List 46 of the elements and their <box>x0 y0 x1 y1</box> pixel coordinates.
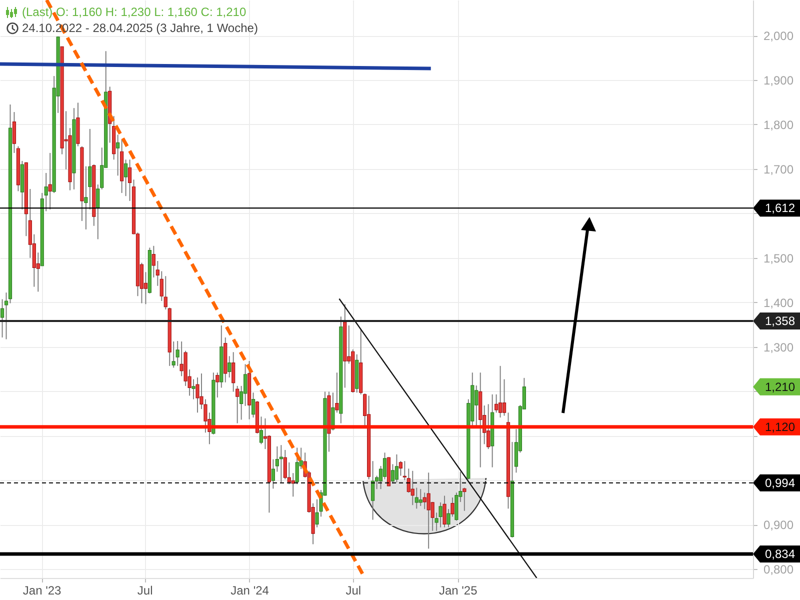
x-tick-label: Jan '25 <box>438 584 478 598</box>
ref-line-label: 1,120 <box>764 420 796 434</box>
text: 1,210 <box>764 380 796 394</box>
candlestick <box>474 384 478 426</box>
x-tick-label: Jan '23 <box>22 584 62 598</box>
chart-title: (Last) O: 1,160 H: 1,230 L: 1,160 C: 1,210 <box>22 5 246 19</box>
candlestick <box>426 472 430 550</box>
candlestick <box>422 492 426 510</box>
ref-line-label: 1,358 <box>764 314 796 328</box>
candlestick <box>398 460 402 476</box>
y-tick-label: 2,000 <box>764 29 794 44</box>
candlestick <box>283 449 287 480</box>
candlestick <box>196 376 200 414</box>
candlestick <box>394 454 399 483</box>
candlestick <box>116 134 120 176</box>
candlestick <box>418 488 422 506</box>
candlestick <box>0 298 4 338</box>
candlestick <box>414 487 418 510</box>
y-tick-label: 1,900 <box>764 74 794 88</box>
candlestick <box>12 112 16 154</box>
y-tick-label: 0,800 <box>764 562 794 577</box>
candlestick <box>48 152 52 210</box>
candlestick <box>498 365 502 418</box>
y-tick-label: 1,800 <box>764 118 794 132</box>
candlestick <box>228 356 232 378</box>
candlestick <box>164 276 168 310</box>
x-tick-label: Jan '24 <box>230 584 270 598</box>
candlestick <box>410 470 414 506</box>
y-tick-label: 1,700 <box>764 162 794 176</box>
candlestick <box>172 340 176 368</box>
y-tick-label: 1,300 <box>764 340 794 354</box>
candlestick <box>124 159 128 197</box>
ref-line-label: 0,834 <box>764 546 796 561</box>
x-tick-label: Jul <box>137 584 153 598</box>
candlestick <box>279 444 283 483</box>
candlestick <box>438 502 442 528</box>
candlestick <box>371 460 375 520</box>
x-tick-label: Jul <box>346 584 362 598</box>
ref-line-label: 1,612 <box>764 201 796 216</box>
candlestick <box>486 404 490 450</box>
y-tick-label: 1,400 <box>764 296 794 310</box>
candlestick <box>442 495 446 528</box>
candlestick <box>502 378 506 416</box>
y-tick-label: 1,500 <box>764 251 794 266</box>
ref-line-label: 0,994 <box>764 476 796 490</box>
y-tick-label: 0,900 <box>764 518 794 532</box>
